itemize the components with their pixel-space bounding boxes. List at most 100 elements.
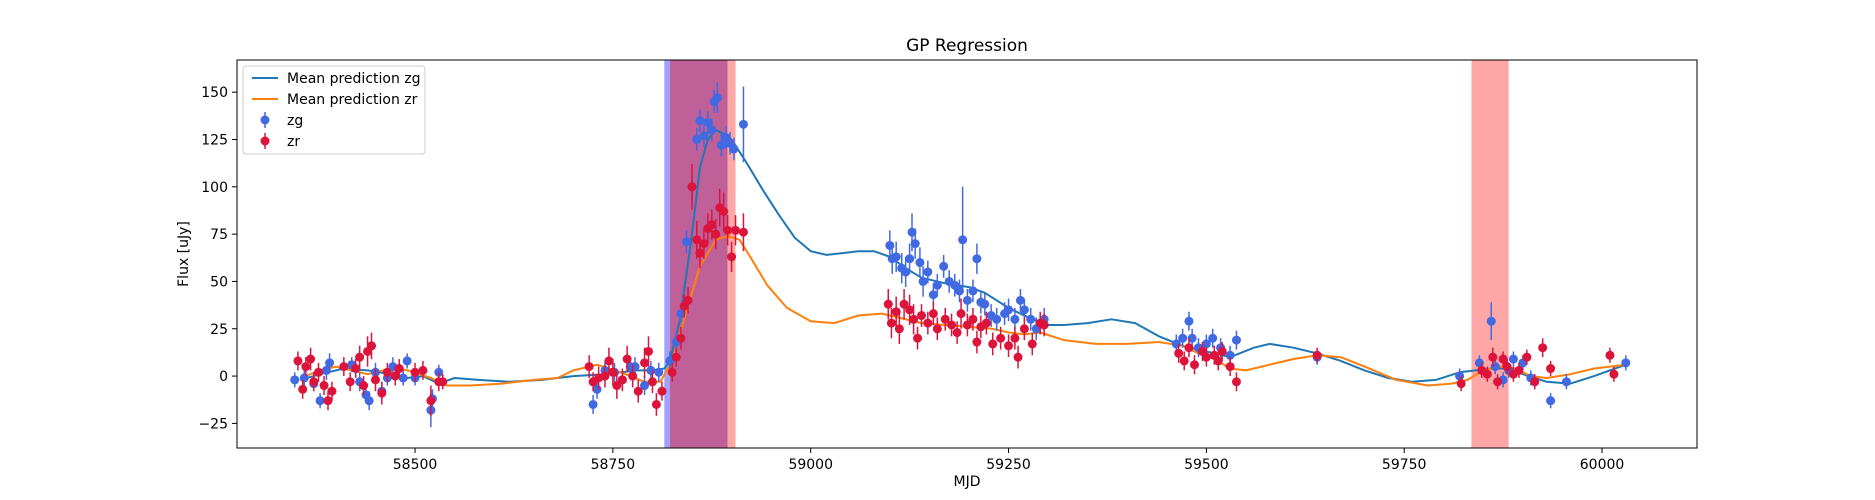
marker	[290, 375, 300, 385]
marker	[418, 365, 428, 375]
marker	[901, 267, 911, 277]
legend-label-zg-line: Mean prediction zg	[287, 71, 421, 87]
marker	[622, 354, 632, 364]
marker	[947, 320, 957, 330]
data-point-zr-50	[699, 228, 709, 259]
data-point-zr-39	[647, 370, 657, 394]
data-point-zg-59	[932, 273, 942, 297]
data-point-zr-22	[418, 360, 428, 380]
marker	[1456, 379, 1466, 389]
marker	[692, 235, 702, 245]
data-point-zg-29	[654, 362, 664, 382]
marker	[707, 125, 717, 135]
data-point-zg-67	[972, 243, 982, 274]
marker	[703, 117, 713, 127]
data-point-zr-113	[1538, 338, 1548, 358]
y-tick-label: 125	[201, 132, 228, 148]
data-point-zg-15	[402, 353, 412, 369]
data-point-zr-101	[1312, 347, 1322, 363]
marker	[390, 371, 400, 381]
marker	[932, 280, 942, 290]
data-point-zg-77	[1026, 307, 1036, 331]
marker	[306, 354, 316, 364]
marker	[1502, 362, 1512, 372]
data-point-zg-64	[958, 186, 968, 293]
marker	[643, 346, 653, 356]
marker	[1561, 377, 1571, 387]
data-point-zr-114	[1546, 360, 1556, 377]
data-point-zg-63	[954, 279, 964, 303]
marker	[1013, 352, 1023, 362]
data-point-zr-110	[1514, 362, 1524, 378]
data-point-zg-36	[695, 109, 705, 132]
data-point-zg-27	[640, 376, 650, 396]
marker	[588, 399, 598, 409]
marker	[699, 239, 709, 249]
marker	[992, 314, 1002, 324]
marker	[640, 358, 650, 368]
marker	[1019, 305, 1029, 315]
data-point-zr-91	[1179, 351, 1189, 371]
x-tick-label: 58750	[591, 457, 636, 473]
marker	[923, 267, 933, 277]
marker	[712, 93, 722, 103]
marker	[719, 206, 729, 216]
marker	[886, 318, 896, 328]
data-point-zg-33	[681, 230, 691, 254]
data-point-zg-65	[962, 289, 972, 312]
data-point-zr-93	[1190, 355, 1200, 375]
marker	[608, 367, 618, 377]
data-point-zr-70	[928, 302, 938, 325]
marker	[671, 352, 681, 362]
marker	[916, 311, 926, 321]
marker	[633, 386, 643, 396]
marker	[1201, 339, 1211, 349]
y-axis-ticks: −25 0 25 50 75 100 125 150	[198, 85, 237, 432]
legend-label-zr-line: Mean prediction zr	[287, 92, 418, 108]
legend-box	[242, 65, 426, 155]
marker	[1187, 333, 1197, 343]
data-point-zr-31	[608, 359, 618, 386]
data-point-zr-47	[687, 164, 697, 210]
marker	[891, 307, 901, 317]
marker	[883, 299, 893, 309]
marker	[968, 314, 978, 324]
marker	[695, 248, 705, 258]
data-point-zg-45	[729, 137, 739, 161]
marker	[293, 356, 303, 366]
marker	[905, 254, 915, 264]
x-tick-label: 58500	[393, 457, 438, 473]
marker	[980, 299, 990, 309]
data-point-zr-102	[1456, 376, 1466, 392]
marker	[1039, 320, 1049, 330]
marker	[612, 381, 622, 391]
data-point-zg-39	[707, 118, 717, 142]
marker	[687, 182, 697, 192]
marker	[382, 367, 392, 377]
marker	[711, 229, 721, 239]
data-point-zr-105	[1488, 347, 1498, 367]
marker	[699, 131, 709, 141]
data-point-zr-58	[731, 215, 741, 246]
shaded-regions	[664, 60, 1509, 448]
marker	[1488, 352, 1498, 362]
data-point-zr-76	[962, 313, 972, 337]
data-point-zr-34	[622, 345, 632, 373]
data-point-zr-15	[367, 332, 377, 360]
marker	[398, 373, 408, 383]
data-point-zr-30	[604, 347, 614, 375]
marker	[731, 225, 741, 235]
marker	[996, 333, 1006, 343]
data-point-zr-16	[370, 368, 380, 392]
marker	[972, 254, 982, 264]
data-point-zg-54	[910, 228, 920, 259]
data-point-zr-5	[314, 362, 324, 382]
marker	[1482, 369, 1492, 379]
data-point-zg-69	[980, 292, 990, 316]
data-point-zr-77	[968, 307, 978, 331]
data-point-zr-100	[1231, 372, 1241, 392]
marker	[913, 333, 923, 343]
data-point-zr-84	[1010, 326, 1020, 350]
marker	[309, 377, 319, 387]
data-point-zr-86	[1019, 317, 1029, 341]
